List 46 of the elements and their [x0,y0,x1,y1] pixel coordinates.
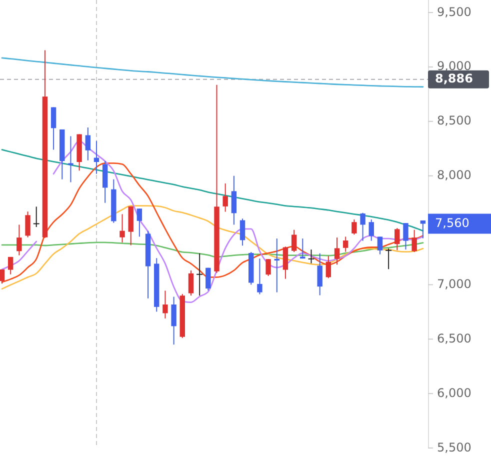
candlestick [8,256,14,275]
candlestick [85,126,90,161]
candlestick [102,160,108,204]
candlestick [282,246,288,280]
candlestick [291,229,297,253]
candlestick [412,229,417,253]
y-tick-label: 8,500 [437,114,472,128]
candlestick [403,222,408,250]
candlestick [188,270,194,296]
candlestick [16,224,22,256]
text: 7,560 [435,216,470,230]
y-tick-label: 8,000 [437,168,472,182]
line-series [1,57,424,88]
candlestick [25,211,30,238]
candlestick [394,228,400,251]
y-tick-label: 5,500 [437,440,472,454]
y-tick-label: 9,500 [437,4,472,19]
candlestick [231,175,237,226]
y-tick-label: 7,000 [437,276,472,291]
candlestick [0,268,5,284]
candlestick [360,212,366,242]
candlestick [68,136,74,183]
candlestick [326,255,332,279]
candlestick [368,218,374,242]
candlestick [171,296,176,346]
candlestick [136,208,142,238]
candlestick [94,140,100,174]
y-tick-label: 6,500 [437,331,472,346]
candlestick [266,258,271,276]
candlestick [352,218,357,236]
line-series [1,205,424,290]
candlestick [334,237,340,266]
y-tick-label: 6,000 [437,386,472,400]
candlestick [162,290,168,319]
candlestick [50,106,56,150]
y-tick-label: 9,000 [437,59,472,74]
candlestick [120,214,125,243]
candlestick [222,182,228,212]
candlestick [257,258,262,295]
ref-line-label: 8,886 [435,72,473,86]
candlestick [343,236,348,252]
candlestick [240,218,246,246]
candlestick [377,236,383,255]
candlestick [300,238,306,260]
candlestick [317,252,322,296]
candlestick [206,267,211,291]
